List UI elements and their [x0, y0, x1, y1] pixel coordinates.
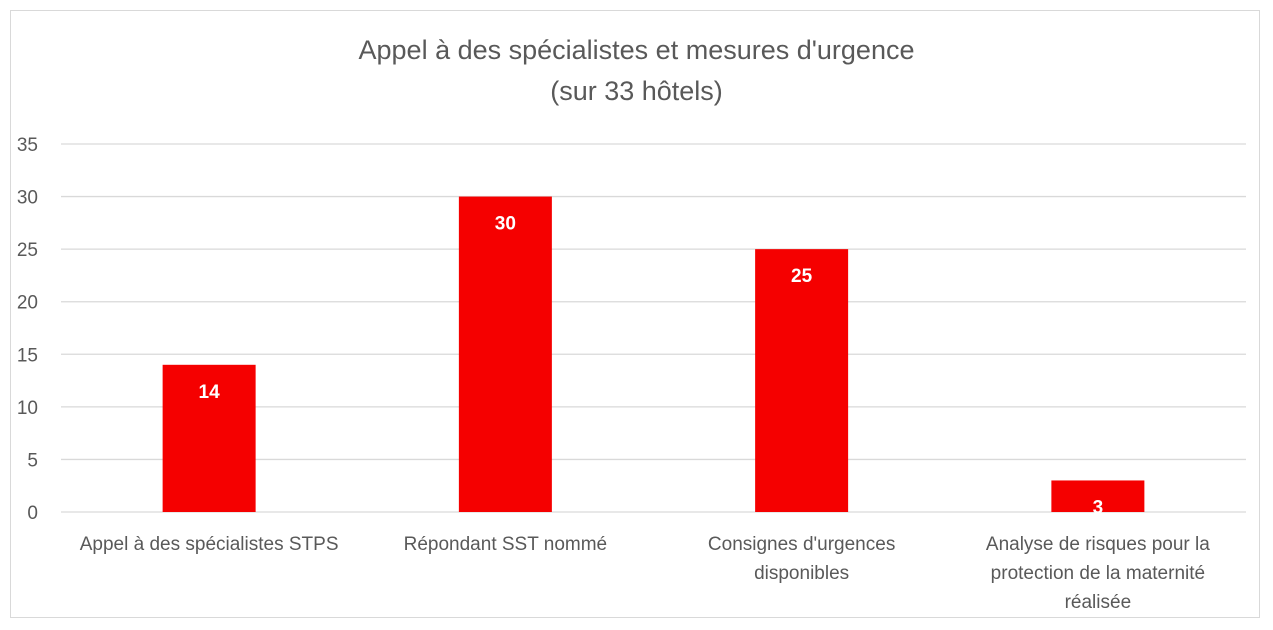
y-tick-label-15: 15	[17, 345, 38, 366]
category-label-2: Répondant SST nommé	[404, 534, 608, 555]
data-label-2: 30	[495, 214, 516, 235]
category-label-1: Appel à des spécialistes STPS	[80, 534, 339, 555]
data-label-3: 25	[791, 266, 813, 287]
category-label-3: Consignes d'urgences disponibles	[708, 534, 895, 584]
y-axis-ticks: 0 5 10 15 20 25 30 35	[17, 135, 38, 524]
y-tick-label-30: 30	[17, 188, 38, 209]
category-label-2-line-1: Répondant SST nommé	[404, 534, 608, 555]
y-tick-label-35: 35	[17, 135, 38, 156]
chart-title: Appel à des spécialistes et mesures d'ur…	[0, 30, 1273, 112]
chart-title-line1: Appel à des spécialistes et mesures d'ur…	[358, 35, 915, 65]
category-label-1-line-1: Appel à des spécialistes STPS	[80, 534, 339, 555]
y-tick-label-10: 10	[17, 398, 38, 419]
bar-4	[1051, 480, 1145, 512]
data-labels: 14 30 25 3	[199, 214, 1104, 519]
data-label-4: 3	[1093, 497, 1104, 518]
category-label-4: Analyse de risques pour la protection de …	[986, 534, 1210, 613]
category-label-4-line-2: protection de la maternité	[991, 563, 1205, 584]
category-label-4-line-1: Analyse de risques pour la	[986, 534, 1210, 555]
bar-3	[755, 249, 849, 512]
gridlines	[61, 143, 1246, 513]
y-tick-label-20: 20	[17, 293, 38, 314]
bar-2	[458, 196, 552, 513]
chart-frame	[10, 10, 1260, 618]
y-tick-label-0: 0	[27, 503, 38, 524]
y-tick-label-5: 5	[27, 450, 38, 471]
y-tick-label-25: 25	[17, 240, 38, 261]
category-label-3-line-2: disponibles	[754, 563, 849, 584]
x-axis-categories: Appel à des spécialistes STPS Répondant S…	[80, 534, 1211, 613]
category-label-3-line-1: Consignes d'urgences	[708, 534, 895, 555]
category-label-4-line-3: réalisée	[1065, 592, 1132, 613]
data-label-1: 14	[199, 382, 221, 403]
bars	[162, 196, 1145, 513]
chart-title-line2: (sur 33 hôtels)	[550, 76, 723, 106]
bar-1	[162, 364, 256, 512]
